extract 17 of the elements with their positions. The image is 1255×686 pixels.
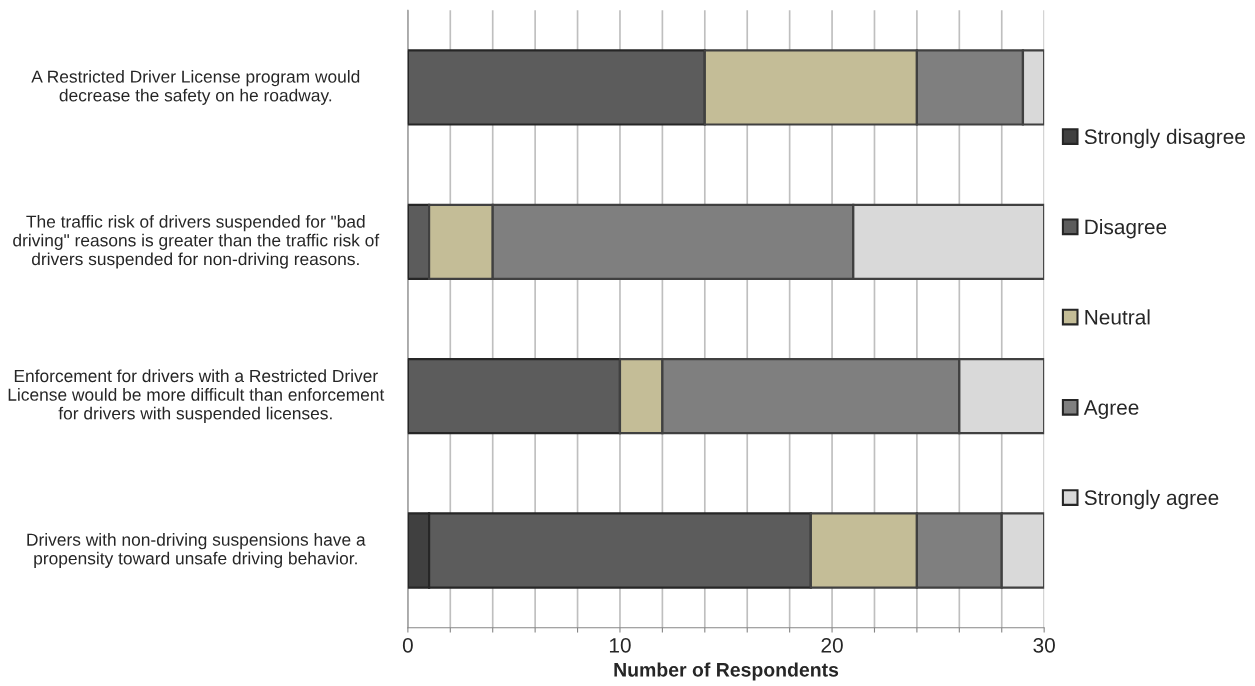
x-tick-label: 0	[402, 637, 413, 653]
x-axis-title: Number of Respondents	[614, 662, 839, 681]
legend-label: Strongly disagree	[1084, 128, 1245, 149]
legend-label: Strongly agree	[1084, 489, 1219, 510]
x-tick-label: 30	[1033, 637, 1055, 653]
y-tick-label: A Restricted Driver License program would decrease the safety on he roadway.	[31, 70, 360, 105]
x-tick-label: 10	[609, 637, 631, 653]
y-tick-label: The traffic risk of drivers suspended for "bad driving" reasons is greater than the traffic risk of drivers suspended for non-driving reasons.	[13, 215, 380, 269]
legend-label: Agree	[1083, 400, 1139, 419]
y-tick-label: Drivers with non-driving suspensions have a propensity toward unsafe driving behavior.	[27, 533, 366, 568]
legend-label: Disagree	[1085, 219, 1167, 239]
bar	[407, 49, 706, 126]
bar	[407, 203, 431, 280]
y-tick-label: Enforcement for drivers with a Restricted Driver License would be more difficult than enforcement for drivers with suspended licenses.	[8, 369, 385, 423]
x-tick-label: 20	[821, 637, 843, 653]
legend-label: Neutral	[1085, 309, 1150, 325]
bar	[407, 358, 622, 435]
